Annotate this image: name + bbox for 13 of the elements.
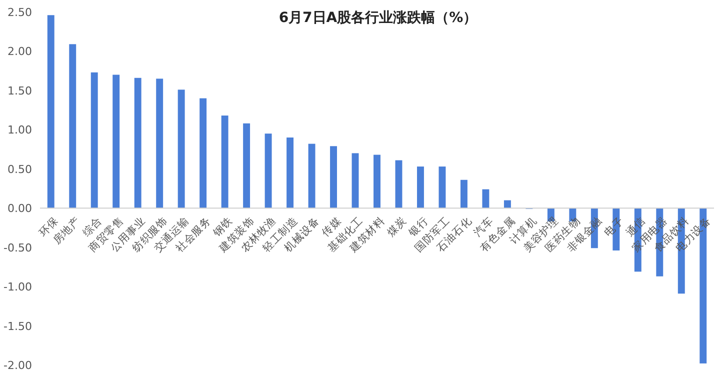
- chart-title: 6月7日A股各行业涨跌幅（%）: [278, 10, 478, 26]
- y-tick-label: -1.00: [4, 280, 32, 294]
- y-tick-label: 2.00: [8, 45, 32, 58]
- x-tick-label: 煤炭: [384, 214, 409, 239]
- y-tick-label: 1.00: [8, 124, 32, 137]
- y-tick-label: -1.50: [4, 320, 32, 333]
- y-tick-label: -0.50: [4, 241, 32, 254]
- y-tick-label: -2.00: [4, 359, 32, 372]
- y-tick-label: 0.50: [8, 162, 32, 176]
- y-tick-label: 2.50: [8, 6, 32, 19]
- y-tick-label: 1.50: [8, 84, 32, 98]
- x-tick-label: 电子: [602, 214, 626, 239]
- y-tick-label: 0.00: [8, 202, 32, 216]
